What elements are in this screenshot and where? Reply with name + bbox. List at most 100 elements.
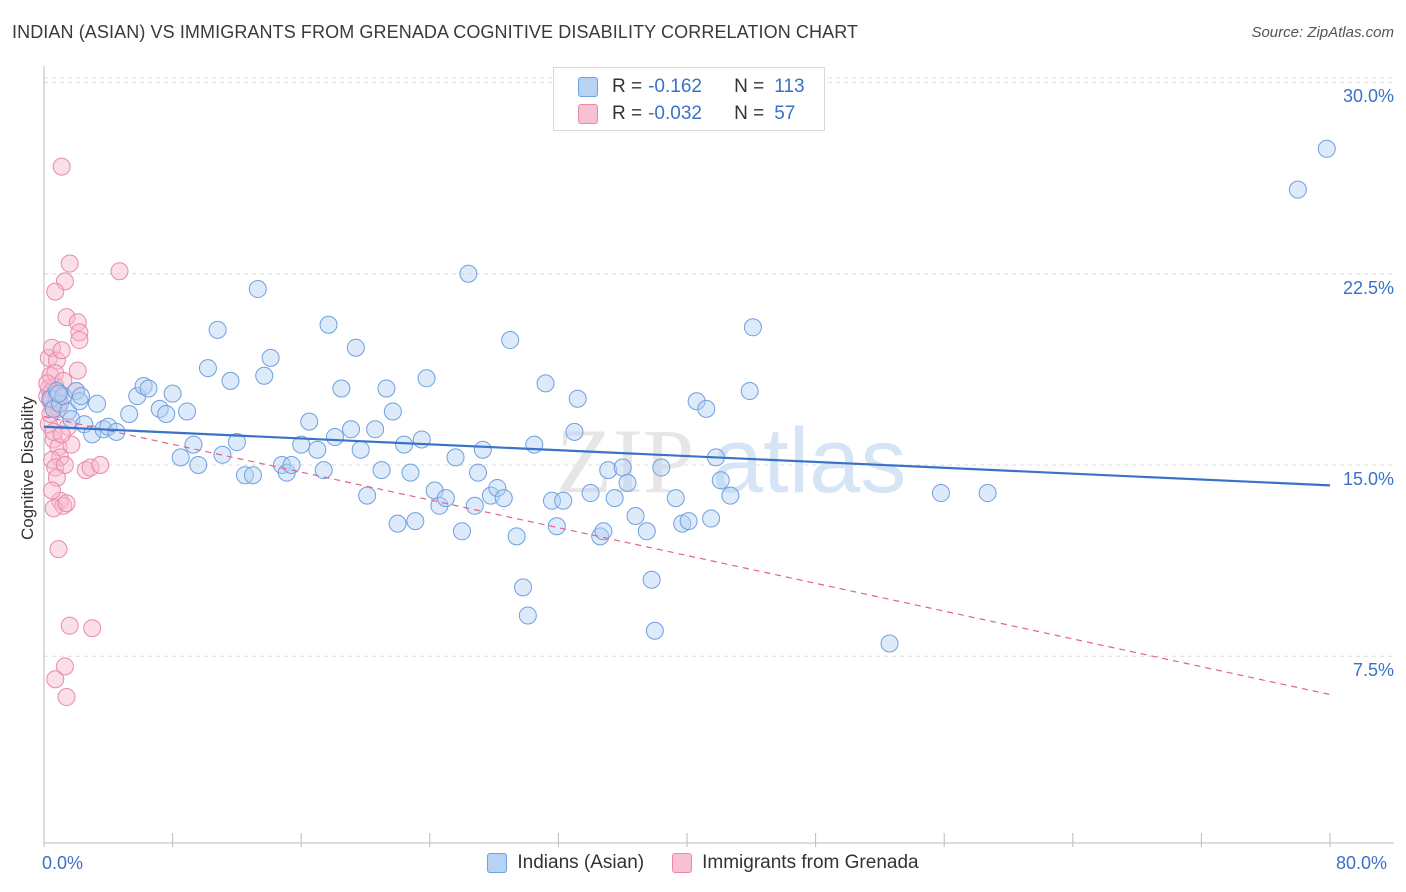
data-point-indians [452, 522, 471, 541]
data-point-grenada [110, 262, 129, 281]
data-point-indians [488, 478, 507, 497]
data-point-indians [536, 374, 555, 393]
data-point-indians [721, 486, 740, 505]
y-axis-label: Cognitive Disability [18, 396, 37, 540]
n-label: N = [734, 76, 765, 97]
series-indians [41, 139, 1336, 653]
data-point-grenada [57, 688, 76, 707]
data-point-indians [525, 435, 544, 454]
axes [43, 66, 1394, 847]
r-value: -0.032 [648, 103, 702, 124]
data-point-indians [568, 389, 587, 408]
data-point-grenada [91, 456, 110, 474]
data-point-indians [388, 514, 407, 533]
data-point-indians [436, 489, 455, 508]
data-point-indians [637, 522, 656, 541]
data-point-grenada [52, 157, 71, 176]
data-point-indians [49, 384, 68, 403]
stats-legend: R = -0.162 N = 113 R = -0.032 N = 57 [553, 67, 825, 131]
data-point-grenada [57, 494, 76, 513]
legend-swatch-pink [578, 104, 598, 124]
data-point-indians [740, 382, 759, 401]
data-point-indians [446, 448, 465, 467]
data-point-indians [342, 420, 361, 439]
data-point-indians [88, 394, 107, 413]
data-point-grenada [49, 540, 68, 559]
legend-item-grenada[interactable]: Immigrants from Grenada [672, 852, 919, 874]
data-point-indians [332, 379, 351, 398]
data-point-indians [308, 440, 327, 459]
data-point-indians [618, 473, 637, 492]
data-point-indians [743, 318, 762, 337]
data-point-grenada [70, 323, 89, 342]
data-point-indians [605, 489, 624, 508]
data-point-indians [243, 466, 262, 485]
data-point-indians [565, 422, 584, 441]
r-label: R = [612, 76, 643, 97]
data-point-grenada [46, 282, 65, 301]
data-point-indians [221, 371, 240, 390]
data-point-indians [652, 458, 671, 477]
data-point-indians [120, 405, 139, 423]
data-point-indians [139, 379, 158, 398]
data-point-indians [171, 448, 190, 467]
legend-swatch-blue [487, 853, 508, 873]
data-point-indians [178, 402, 197, 421]
data-point-indians [645, 621, 664, 640]
data-point-indians [702, 509, 721, 528]
data-point-indians [417, 369, 436, 388]
data-point-indians [697, 399, 716, 418]
data-point-indians [978, 484, 997, 503]
legend-row-grenada: R = -0.032 N = 57 [578, 101, 795, 127]
r-label: R = [612, 103, 643, 124]
data-point-indians [594, 522, 613, 541]
data-point-indians [494, 489, 513, 508]
data-point-indians [666, 489, 685, 508]
data-point-indians [184, 435, 203, 454]
y-tick-label: 30.0% [1342, 86, 1394, 106]
data-point-grenada [70, 331, 89, 350]
data-point-indians [67, 382, 86, 401]
data-point-indians [248, 280, 267, 299]
data-point-indians [351, 440, 370, 459]
data-point-indians [642, 570, 661, 589]
watermark-zip: ZIP [556, 410, 694, 512]
data-point-indians [372, 461, 391, 480]
data-point-indians [282, 456, 301, 474]
data-point-grenada [68, 361, 87, 380]
legend-item-indians[interactable]: Indians (Asian) [487, 852, 644, 874]
data-point-indians [1288, 180, 1307, 199]
data-point-indians [501, 331, 520, 350]
chart-title: INDIAN (ASIAN) VS IMMIGRANTS FROM GRENAD… [12, 22, 859, 42]
data-point-indians [554, 491, 573, 510]
x-tick-label-left: 0.0% [42, 853, 84, 873]
data-point-indians [300, 412, 319, 431]
data-point-indians [346, 338, 365, 357]
data-point-grenada [55, 456, 74, 474]
n-value: 113 [774, 76, 805, 97]
data-point-indians [406, 512, 425, 531]
data-point-grenada [83, 619, 102, 638]
trend-line-indians [43, 425, 1331, 487]
data-point-indians [198, 359, 217, 378]
data-point-indians [377, 379, 396, 398]
data-point-grenada [57, 308, 76, 327]
data-point-indians [931, 484, 950, 503]
data-point-grenada [55, 657, 74, 676]
data-point-indians [401, 463, 420, 482]
data-point-indians [366, 420, 385, 439]
data-point-indians [711, 471, 730, 490]
legend-row-indians: R = -0.162 N = 113 [578, 74, 805, 100]
data-point-indians [459, 264, 478, 283]
data-point-indians [581, 484, 600, 503]
n-label: N = [734, 103, 765, 124]
trend-lines [43, 415, 1331, 696]
legend-label: Indians (Asian) [517, 852, 645, 873]
data-point-indians [547, 517, 566, 536]
source-label: Source: ZipAtlas.com [1251, 24, 1394, 41]
data-point-indians [325, 427, 344, 446]
data-point-grenada [52, 341, 71, 360]
legend-swatch-blue [578, 77, 598, 97]
data-point-indians [412, 430, 431, 449]
